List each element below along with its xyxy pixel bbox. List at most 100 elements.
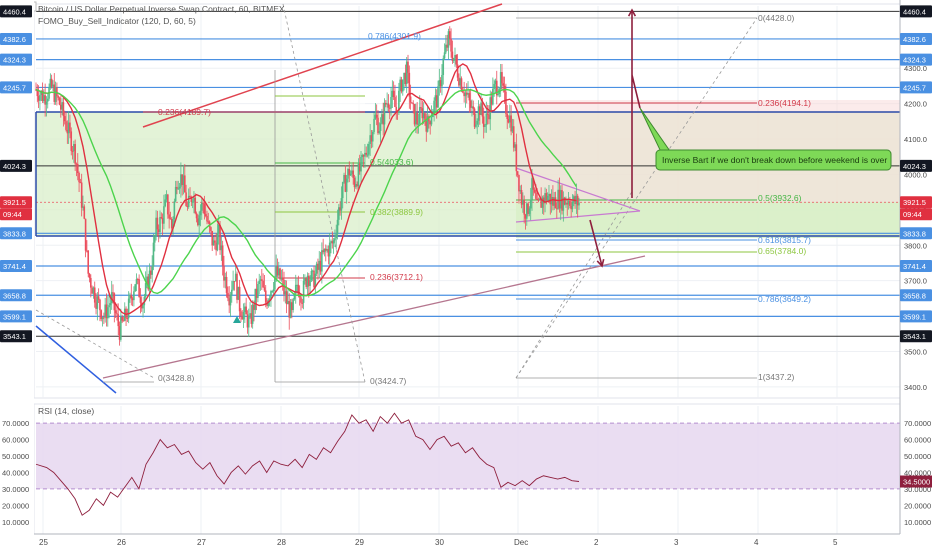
fib-diagonal[interactable] — [515, 17, 758, 379]
fib-diagonal[interactable] — [35, 309, 155, 379]
candle-body — [447, 31, 450, 48]
down-trendline[interactable] — [35, 325, 117, 394]
price-label-box[interactable]: 3599.1 — [900, 310, 932, 323]
price-label-box[interactable]: 4460.4 — [0, 5, 32, 18]
price-label-box[interactable]: 3543.1 — [900, 330, 932, 343]
candle-body — [137, 279, 139, 281]
price-label-box[interactable]: 4382.6 — [0, 32, 32, 45]
candle-body — [257, 284, 259, 298]
candle-body — [322, 250, 324, 253]
candle-body — [328, 242, 331, 257]
candle-body — [152, 242, 155, 267]
price-label-box[interactable]: 4245.7 — [900, 81, 932, 94]
price-label-bg — [900, 260, 932, 273]
candle-body — [415, 112, 417, 125]
candle-body — [411, 102, 413, 104]
fib-diagonal[interactable] — [515, 189, 634, 379]
candle-body — [82, 206, 84, 208]
lower-trendline[interactable] — [102, 255, 646, 379]
candle-body — [291, 302, 293, 311]
triangle-upper[interactable] — [515, 167, 641, 212]
up-arrow[interactable] — [627, 8, 637, 75]
down-arrow[interactable] — [589, 219, 605, 268]
rsi-tick-left: 20.0000 — [2, 501, 29, 510]
time-scale[interactable] — [0, 534, 932, 550]
candle-body — [523, 199, 525, 215]
candle-body — [392, 90, 395, 98]
candle-body — [168, 214, 170, 219]
price-label-bg — [900, 53, 932, 66]
candle-body — [147, 276, 150, 290]
candle-body — [116, 313, 118, 315]
candle-body — [480, 102, 482, 115]
candle-body — [268, 298, 271, 301]
price-label-box[interactable]: 3543.1 — [0, 330, 32, 343]
price-label-box[interactable]: 3741.4 — [900, 260, 932, 273]
price-label-box[interactable]: 09:44 — [900, 208, 932, 221]
price-label-box[interactable]: 3741.4 — [0, 260, 32, 273]
candle-body — [344, 174, 347, 192]
candle-body — [194, 197, 197, 214]
candle-body — [275, 266, 277, 277]
rsi-tick: 10.0000 — [904, 518, 931, 527]
price-label-box[interactable]: 4382.6 — [900, 32, 932, 45]
price-label-box[interactable]: 09:44 — [0, 208, 32, 221]
candle-body — [413, 104, 416, 125]
candle-body — [352, 170, 354, 178]
fib-label: 0.618(3815.7) — [758, 235, 811, 245]
upper-trendline[interactable] — [142, 3, 503, 128]
fib-diagonal[interactable] — [282, 3, 366, 383]
price-label-box[interactable]: 3658.8 — [900, 289, 932, 302]
price-label-box[interactable]: 4245.7 — [0, 81, 32, 94]
candle-body — [368, 143, 370, 155]
candles — [35, 26, 580, 346]
candle-body — [56, 87, 58, 97]
candle-body — [91, 287, 93, 294]
price-label-box[interactable]: 4324.3 — [0, 53, 32, 66]
price-label-box[interactable]: 4324.3 — [900, 53, 932, 66]
candle-body — [379, 123, 382, 131]
price-label-box[interactable]: 4460.4 — [900, 5, 932, 18]
price-label-text: 4024.3 — [903, 162, 926, 171]
candle-body — [499, 72, 502, 90]
time-tick: 29 — [355, 538, 364, 547]
candle-body — [576, 195, 579, 206]
candle-body — [374, 114, 377, 119]
candle-body — [394, 97, 396, 107]
candle-body — [327, 249, 330, 257]
price-label-box[interactable]: 3921.5 — [900, 196, 932, 209]
candle-body — [178, 186, 181, 189]
candle-body — [249, 313, 251, 316]
candle-body — [522, 199, 524, 205]
candle-body — [73, 144, 75, 151]
rsi-tick: 20.0000 — [904, 501, 931, 510]
price-label-box[interactable]: 3833.8 — [0, 227, 32, 240]
candle-body — [242, 312, 245, 320]
price-label-box[interactable]: 3599.1 — [0, 310, 32, 323]
price-label-box[interactable]: 4024.3 — [0, 159, 32, 172]
price-label-box[interactable]: 3833.8 — [900, 227, 932, 240]
annotation-callout[interactable]: Inverse Bart if we don't break down befo… — [639, 107, 892, 171]
rsi-line — [35, 412, 580, 516]
candle-body — [274, 276, 276, 290]
candle-body — [296, 284, 298, 286]
candle-body — [285, 291, 288, 305]
candle-body — [315, 263, 318, 274]
candle-body — [360, 156, 362, 172]
candle-body — [421, 108, 424, 119]
candle-body — [169, 218, 172, 220]
price-label-bg — [0, 53, 32, 66]
rsi-value-box — [900, 475, 932, 488]
price-label-text: 3658.8 — [903, 291, 926, 300]
price-label-box[interactable]: 3658.8 — [0, 289, 32, 302]
drawings[interactable] — [35, 3, 900, 394]
candle-body — [468, 93, 471, 101]
candle-body — [382, 114, 385, 125]
candle-body — [61, 102, 63, 110]
price-label-bg — [0, 227, 32, 240]
candle-body — [529, 199, 532, 209]
price-label-box[interactable]: 3921.5 — [0, 196, 32, 209]
price-label-box[interactable]: 4024.3 — [900, 159, 932, 172]
